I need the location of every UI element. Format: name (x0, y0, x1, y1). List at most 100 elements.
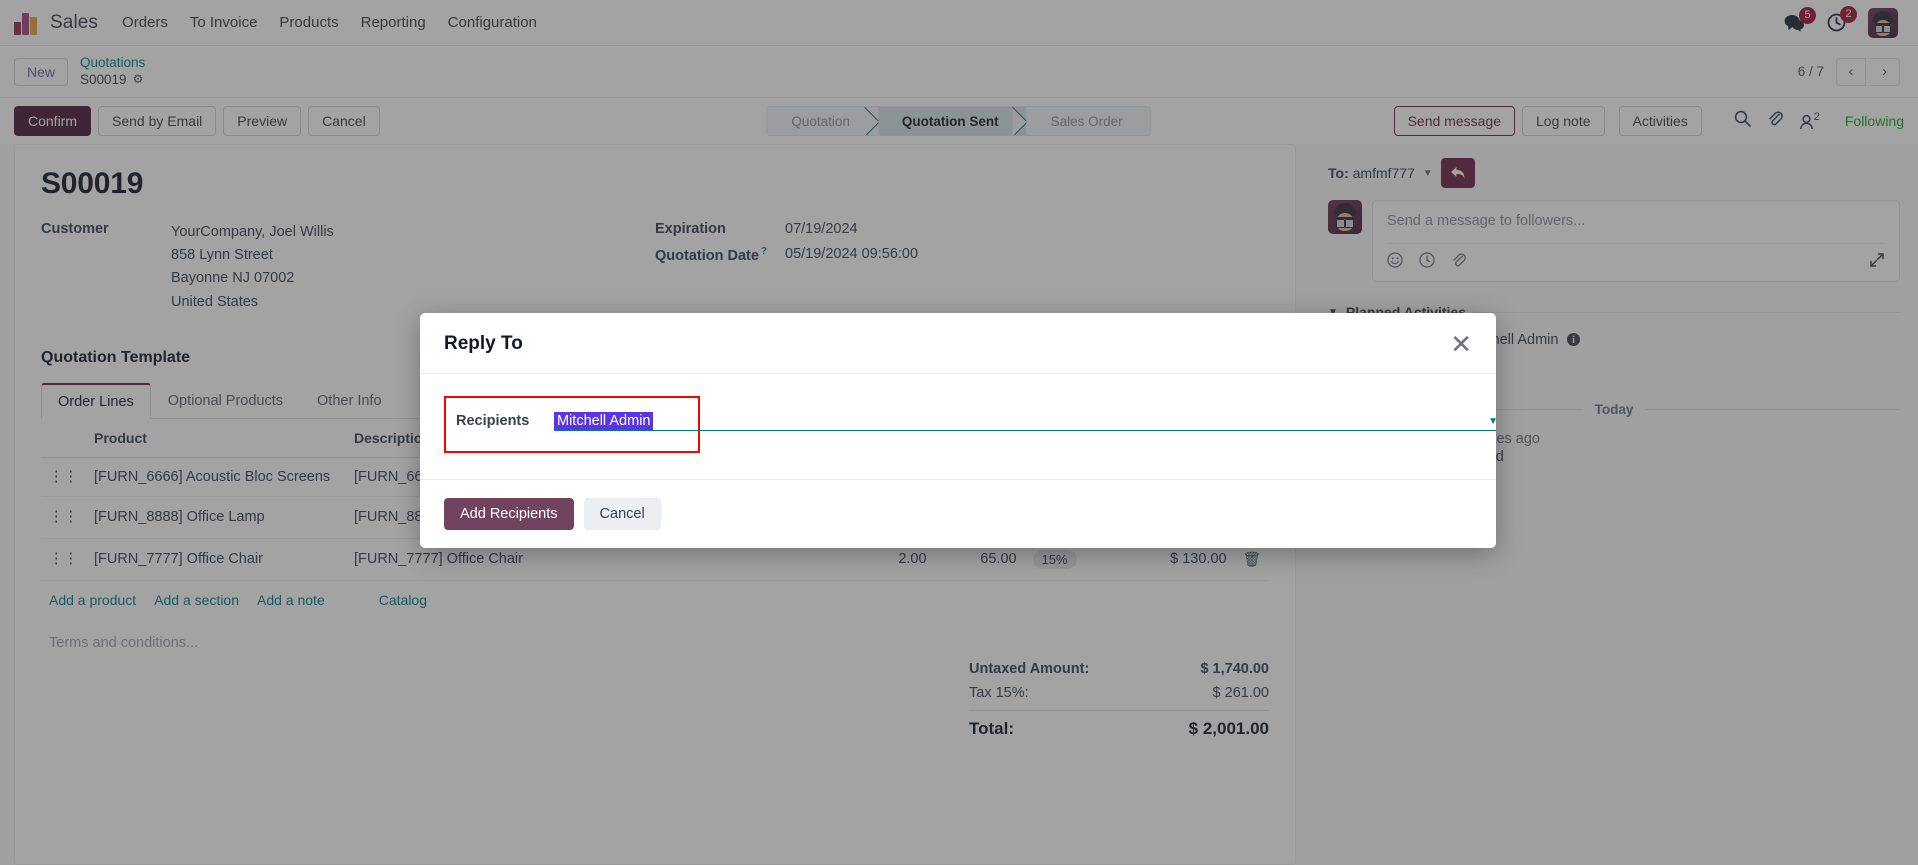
add-a-note-link[interactable]: Add a note (257, 591, 325, 608)
status-bar: Quotation Quotation Sent Sales Order (766, 106, 1152, 136)
info-icon[interactable] (1567, 328, 1581, 353)
cancel-button[interactable]: Cancel (308, 106, 380, 136)
status-stage-label: Quotation (791, 113, 850, 129)
customer-address-line-3: United States (171, 293, 259, 310)
activities-badge: 2 (1840, 6, 1857, 23)
customer-address-line-1: 858 Lynn Street (171, 247, 273, 264)
activities-button[interactable]: Activities (1618, 106, 1702, 136)
nav-item-configuration[interactable]: Configuration (447, 14, 537, 31)
breadcrumb: Quotations S00019 ⚙ (80, 55, 145, 89)
dialog-footer: Add Recipients Cancel (420, 480, 1496, 548)
followers-count: 2 (1813, 110, 1820, 123)
status-stage-label: Quotation Sent (901, 113, 999, 129)
following-status[interactable]: Following (1844, 113, 1904, 129)
chevron-down-icon[interactable]: ▼ (1422, 167, 1433, 179)
recipients-input[interactable]: Mitchell Admin ▼ (554, 412, 1496, 431)
recipients-label: Recipients (456, 413, 530, 429)
tab-optional-products[interactable]: Optional Products (167, 392, 284, 409)
totals-block: Untaxed Amount: $ 1,740.00 Tax 15%: $ 26… (969, 657, 1269, 743)
customer-name: YourCompany, Joel Willis (171, 224, 334, 240)
composer-row: Send a message to followers... (1328, 200, 1900, 282)
send-message-button[interactable]: Send message (1393, 106, 1515, 136)
row-product[interactable]: [FURN_6666] Acoustic Bloc Screens (86, 457, 346, 497)
row-drag-handle-icon[interactable]: ⋮⋮ (41, 538, 86, 581)
divider-right (1645, 409, 1901, 411)
record-pager: 6 / 7 ‹ › (1797, 57, 1904, 86)
to-prefix: To: (1328, 165, 1349, 181)
triangle-down-icon[interactable]: ▼ (1328, 306, 1338, 318)
nav-item-to-invoice[interactable]: To Invoice (189, 14, 258, 31)
dialog-cancel-button[interactable]: Cancel (583, 498, 661, 530)
add-recipients-button[interactable]: Add Recipients (444, 498, 574, 530)
reply-to-dialog: Reply To ✕ Recipients Mitchell Admin ▼ A… (420, 313, 1496, 548)
terms-and-conditions-input[interactable]: Terms and conditions... (49, 634, 199, 651)
gear-icon[interactable]: ⚙ (132, 72, 144, 87)
form-columns: Customer YourCompany, Joel Willis 858 Ly… (41, 221, 1269, 323)
messages-icon[interactable]: 5 (1784, 6, 1816, 32)
pager-next-button[interactable]: › (1870, 57, 1900, 86)
user-avatar[interactable] (1868, 7, 1898, 38)
emoji-icon[interactable] (1387, 252, 1403, 273)
nav-item-reporting[interactable]: Reporting (360, 14, 426, 31)
quotation-date-value[interactable]: 05/19/2024 09:56:00 (785, 246, 919, 262)
stage-arrow-icon (1012, 107, 1028, 135)
recipient-row: To: amfmf777 ▼ (1328, 158, 1900, 188)
tax-label: Tax 15%: (969, 684, 1029, 701)
to-label: To: amfmf777 (1328, 165, 1415, 181)
expiration-value[interactable]: 07/19/2024 (785, 221, 858, 237)
col-product-header: Product (86, 418, 346, 458)
chevron-down-icon[interactable]: ▼ (1488, 415, 1496, 427)
expand-icon[interactable] (1869, 252, 1885, 273)
app-name[interactable]: Sales (50, 11, 99, 33)
help-icon[interactable]: ? (760, 246, 768, 257)
search-icon[interactable] (1734, 110, 1751, 132)
quotation-date-label: Quotation Date? (655, 246, 785, 264)
composer-input[interactable]: Send a message to followers... (1387, 213, 1885, 244)
tab-order-lines[interactable]: Order Lines (41, 382, 151, 419)
status-stage-quotation-sent[interactable]: Quotation Sent (877, 107, 1028, 135)
tax-badge: 15% (1032, 549, 1077, 569)
form-column-left: Customer YourCompany, Joel Willis 858 Ly… (41, 221, 655, 323)
row-product[interactable]: [FURN_7777] Office Chair (86, 538, 346, 581)
breadcrumb-parent-quotations[interactable]: Quotations (80, 54, 146, 70)
recipients-field-highlight: Recipients Mitchell Admin ▼ (444, 396, 1496, 453)
preview-button[interactable]: Preview (223, 106, 302, 136)
odoo-logo-icon[interactable] (14, 11, 40, 35)
col-handle-header (41, 418, 86, 458)
catalog-link[interactable]: Catalog (378, 591, 428, 608)
status-stage-sales-order[interactable]: Sales Order (1026, 107, 1151, 135)
recipient-tag[interactable]: Mitchell Admin (554, 412, 654, 430)
close-icon[interactable]: ✕ (1450, 328, 1472, 359)
day-separator-label: Today (1594, 402, 1634, 418)
row-product[interactable]: [FURN_8888] Office Lamp (86, 496, 346, 539)
quotation-date-label-text: Quotation Date (655, 247, 759, 264)
reply-button[interactable] (1440, 158, 1475, 188)
log-note-button[interactable]: Log note (1522, 106, 1605, 136)
row-drag-handle-icon[interactable]: ⋮⋮ (41, 457, 86, 497)
new-record-button[interactable]: New (14, 57, 69, 86)
totals-untaxed-row: Untaxed Amount: $ 1,740.00 (969, 657, 1269, 681)
clock-icon[interactable] (1419, 252, 1435, 273)
send-by-email-button[interactable]: Send by Email (98, 106, 217, 136)
paperclip-icon[interactable] (1767, 110, 1783, 132)
row-drag-handle-icon[interactable]: ⋮⋮ (41, 496, 86, 539)
top-navbar: Sales Orders To Invoice Products Reporti… (0, 0, 1918, 46)
totals-total-row: Total: $ 2,001.00 (969, 709, 1269, 743)
customer-label: Customer (41, 221, 109, 237)
attach-file-icon[interactable] (1451, 252, 1466, 273)
messages-badge: 5 (1799, 6, 1816, 24)
quotation-template-label: Quotation Template (41, 348, 191, 366)
followers-icon[interactable]: 2 (1799, 111, 1820, 131)
customer-value[interactable]: YourCompany, Joel Willis 858 Lynn Street… (171, 221, 334, 314)
nav-item-products[interactable]: Products (279, 14, 339, 31)
add-a-product-link[interactable]: Add a product (49, 591, 137, 608)
add-a-section-link[interactable]: Add a section (154, 591, 240, 608)
tab-other-info[interactable]: Other Info (317, 392, 382, 409)
confirm-button[interactable]: Confirm (14, 106, 92, 136)
message-composer[interactable]: Send a message to followers... (1372, 200, 1900, 282)
nav-item-orders[interactable]: Orders (122, 14, 168, 31)
pager-count: 6 / 7 (1797, 64, 1824, 79)
pager-previous-button[interactable]: ‹ (1836, 57, 1866, 86)
status-stage-quotation[interactable]: Quotation (767, 107, 879, 135)
activities-icon[interactable]: 2 (1827, 6, 1857, 32)
